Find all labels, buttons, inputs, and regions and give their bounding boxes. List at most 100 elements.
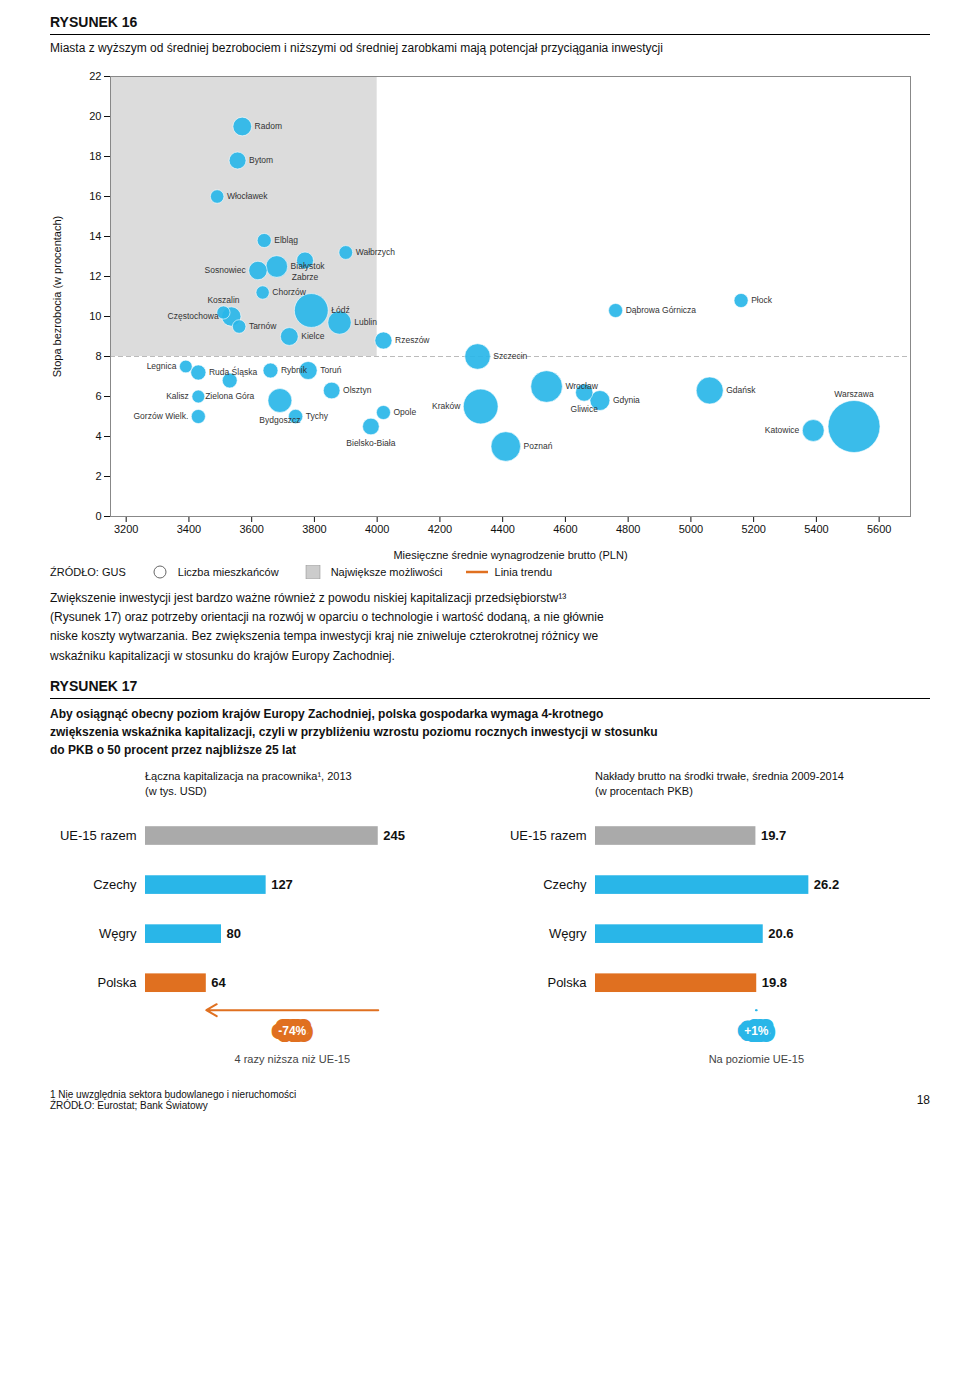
svg-text:Gdańsk: Gdańsk [726, 385, 756, 395]
svg-text:Miesięczne średnie wynagrodzen: Miesięczne średnie wynagrodzenie brutto … [393, 549, 627, 561]
svg-text:4800: 4800 [616, 523, 640, 535]
svg-text:Kraków: Kraków [432, 401, 461, 411]
html-text:Zwiększenie inwestycji jest ba: Zwiększenie inwestycji jest bardzo ważne… [50, 591, 604, 663]
svg-text:Tarnów: Tarnów [249, 321, 277, 331]
svg-text:Tychy: Tychy [306, 411, 329, 421]
svg-text:3200: 3200 [114, 523, 138, 535]
svg-text:3400: 3400 [177, 523, 201, 535]
html-text:Linia trendu: Linia trendu [494, 566, 552, 578]
svg-text:Płock: Płock [751, 295, 773, 305]
svg-text:Opole: Opole [393, 407, 416, 417]
svg-text:0: 0 [95, 510, 101, 522]
svg-text:UE-15 razem: UE-15 razem [510, 828, 587, 843]
svg-text:20.6: 20.6 [768, 926, 793, 941]
svg-text:Bydgoszcz: Bydgoszcz [259, 415, 300, 425]
svg-text:16: 16 [89, 190, 101, 202]
svg-text:Stopa bezrobocia (w procentach: Stopa bezrobocia (w procentach) [51, 216, 63, 377]
svg-text:Czechy: Czechy [543, 877, 587, 892]
svg-text:Koszalin: Koszalin [207, 295, 239, 305]
html-text:RYSUNEK 17: RYSUNEK 17 [50, 677, 138, 694]
svg-text:19.7: 19.7 [761, 828, 786, 843]
svg-text:12: 12 [89, 270, 101, 282]
svg-text:Rybnik: Rybnik [281, 365, 308, 375]
svg-text:19.8: 19.8 [762, 975, 787, 990]
svg-text:Węgry: Węgry [99, 926, 137, 941]
svg-text:3600: 3600 [239, 523, 263, 535]
svg-text:Czechy: Czechy [93, 877, 137, 892]
svg-text:20: 20 [89, 110, 101, 122]
svg-text:18: 18 [89, 150, 101, 162]
html-text:Łączna kapitalizacja na pracow: Łączna kapitalizacja na pracownika¹, 201… [145, 769, 352, 782]
svg-text:5400: 5400 [804, 523, 828, 535]
svg-text:Węgry: Węgry [549, 926, 587, 941]
svg-text:4 razy niższa niż UE-15: 4 razy niższa niż UE-15 [235, 1053, 351, 1065]
svg-text:Ruda Śląska: Ruda Śląska [209, 366, 257, 377]
svg-text:Rzeszów: Rzeszów [395, 335, 430, 345]
svg-text:Włocławek: Włocławek [227, 191, 268, 201]
svg-text:Lublin: Lublin [354, 317, 377, 327]
svg-text:Kalisz: Kalisz [166, 391, 189, 401]
svg-text:Chorzów: Chorzów [272, 287, 306, 297]
html-text:ŹRÓDŁO: GUS: ŹRÓDŁO: GUS [50, 566, 126, 578]
svg-text:127: 127 [271, 877, 293, 892]
svg-text:Polska: Polska [547, 975, 587, 990]
svg-text:+1%: +1% [744, 1024, 769, 1038]
html-text:RYSUNEK 16: RYSUNEK 16 [50, 14, 138, 30]
svg-text:Warszawa: Warszawa [834, 389, 874, 399]
svg-text:4400: 4400 [490, 523, 514, 535]
svg-text:Bytom: Bytom [249, 155, 273, 165]
svg-text:Sosnowiec: Sosnowiec [205, 265, 247, 275]
html-text:Liczba mieszkańców: Liczba mieszkańców [177, 566, 279, 578]
html-text:Nakłady brutto na środki trwał: Nakłady brutto na środki trwałe, średnia… [595, 769, 844, 782]
svg-text:Toruń: Toruń [320, 365, 342, 375]
svg-text:Polska: Polska [97, 975, 137, 990]
svg-text:4000: 4000 [365, 523, 389, 535]
svg-text:Zielona Góra: Zielona Góra [205, 391, 254, 401]
svg-text:Na poziomie UE-15: Na poziomie UE-15 [709, 1053, 804, 1065]
svg-text:Legnica: Legnica [147, 361, 177, 371]
svg-text:64: 64 [211, 975, 226, 990]
svg-text:4200: 4200 [428, 523, 452, 535]
svg-text:Dąbrowa Górnicza: Dąbrowa Górnicza [626, 305, 697, 315]
svg-text:10: 10 [89, 310, 101, 322]
svg-text:5200: 5200 [741, 523, 765, 535]
svg-text:3800: 3800 [302, 523, 326, 535]
svg-text:Wałbrzych: Wałbrzych [356, 247, 396, 257]
svg-text:Wrocław: Wrocław [565, 381, 598, 391]
svg-text:Częstochowa: Częstochowa [168, 311, 219, 321]
svg-text:Olsztyn: Olsztyn [343, 385, 372, 395]
svg-text:6: 6 [95, 390, 101, 402]
svg-text:Gliwice: Gliwice [571, 404, 599, 414]
html-text:(w tys. USD): (w tys. USD) [145, 785, 207, 798]
html-text:Aby osiągnąć obecny poziom kra: Aby osiągnąć obecny poziom krajów Europy… [50, 706, 658, 757]
svg-text:14: 14 [89, 230, 101, 242]
html-text:Miasta z wyższym od średniej b: Miasta z wyższym od średniej bezrobociem… [50, 41, 663, 55]
svg-text:-74%: -74% [278, 1024, 306, 1038]
svg-text:245: 245 [383, 828, 405, 843]
svg-text:Łódź: Łódź [331, 305, 349, 315]
svg-text:Szczecin: Szczecin [493, 351, 527, 361]
html-text:(w procentach PKB): (w procentach PKB) [595, 785, 693, 798]
svg-text:Białystok: Białystok [291, 261, 326, 271]
svg-text:Gorzów Wielk.: Gorzów Wielk. [133, 411, 188, 421]
svg-text:UE-15 razem: UE-15 razem [60, 828, 137, 843]
svg-text:80: 80 [227, 926, 241, 941]
html-text:Największe możliwości: Największe możliwości [330, 566, 443, 578]
svg-text:Gdynia: Gdynia [613, 395, 640, 405]
svg-text:5000: 5000 [679, 523, 703, 535]
svg-text:Poznań: Poznań [524, 441, 553, 451]
svg-text:Katowice: Katowice [765, 425, 800, 435]
svg-text:4: 4 [95, 430, 101, 442]
svg-text:5600: 5600 [867, 523, 891, 535]
svg-text:Zabrze: Zabrze [292, 272, 319, 282]
svg-text:Bielsko-Biała: Bielsko-Biała [346, 438, 395, 448]
svg-text:22: 22 [89, 70, 101, 82]
svg-text:26.2: 26.2 [814, 877, 839, 892]
svg-text:Elbląg: Elbląg [274, 235, 298, 245]
svg-text:Radom: Radom [255, 121, 282, 131]
svg-text:2: 2 [95, 470, 101, 482]
svg-text:4600: 4600 [553, 523, 577, 535]
svg-text:Kielce: Kielce [301, 331, 324, 341]
svg-text:8: 8 [95, 350, 101, 362]
html-text:18: 18 [916, 1092, 930, 1107]
